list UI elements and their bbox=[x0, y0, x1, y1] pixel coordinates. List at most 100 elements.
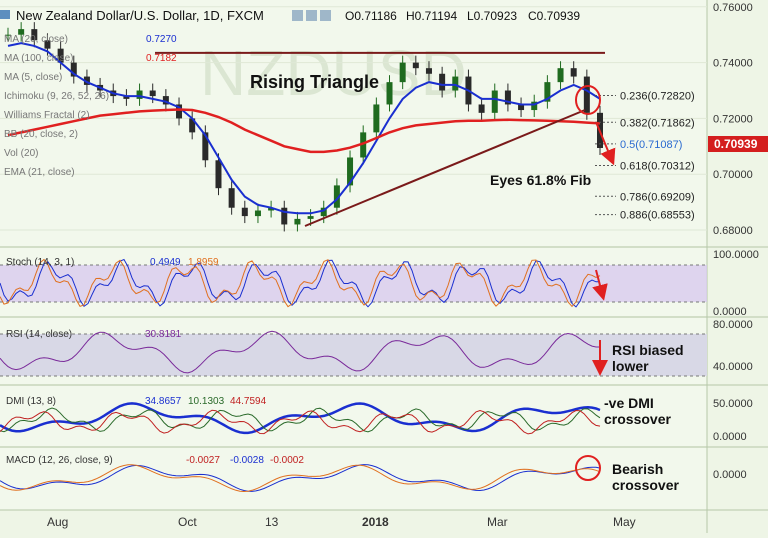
stoch-legend: Stoch (14, 3, 1) bbox=[6, 257, 74, 268]
candle-body bbox=[202, 132, 209, 161]
time-axis-label: Oct bbox=[178, 515, 197, 529]
dmi-minus-line bbox=[0, 409, 601, 435]
indicator-legend-value: 0.7270 bbox=[146, 34, 177, 45]
candle-body bbox=[452, 76, 459, 91]
dmi-axis-top: 50.0000 bbox=[713, 398, 753, 410]
rsi-axis-bottom: 40.0000 bbox=[713, 361, 753, 373]
time-axis-labels: Aug Oct 13 2018 Mar May bbox=[47, 515, 636, 529]
macd-value-2: -0.0028 bbox=[230, 455, 264, 466]
price-axis: 0.76000 0.74000 0.72000 0.70000 0.68000 bbox=[713, 2, 753, 237]
dmi-axis-bottom: 0.0000 bbox=[713, 431, 747, 443]
symbol-title: New Zealand Dollar/U.S. Dollar, 1D, FXCM bbox=[16, 8, 264, 23]
candle-body bbox=[5, 34, 11, 36]
candle-body bbox=[281, 207, 288, 225]
dmi-plus-line bbox=[0, 407, 601, 433]
macd-value-1: -0.0027 bbox=[186, 455, 220, 466]
fib-label: 0.236(0.72820) bbox=[620, 91, 695, 103]
time-axis-label: 2018 bbox=[362, 515, 389, 529]
annotation-pattern: Rising Triangle bbox=[250, 72, 379, 92]
candle-body bbox=[570, 68, 577, 77]
stoch-value-1: 0.4949 bbox=[150, 257, 181, 268]
annotation-rsi-line1: RSI biased bbox=[612, 342, 684, 358]
candle-body bbox=[268, 207, 275, 211]
collapse-button[interactable] bbox=[0, 10, 10, 19]
settings-icon[interactable] bbox=[292, 10, 303, 21]
annotation-fib: Eyes 61.8% Fib bbox=[490, 172, 591, 188]
price-axis-label: 0.72000 bbox=[713, 113, 753, 125]
rsi-axis-top: 80.0000 bbox=[713, 319, 753, 331]
ma20-line bbox=[7, 42, 601, 215]
indicator-layer bbox=[0, 258, 601, 493]
fib-label: 0.786(0.69209) bbox=[620, 191, 695, 203]
candle-body bbox=[57, 48, 64, 63]
candle-body bbox=[136, 90, 143, 99]
arrow-stoch-down bbox=[592, 269, 608, 301]
dmi-value-3: 44.7594 bbox=[230, 396, 267, 407]
candle-body bbox=[176, 104, 183, 119]
candle-body bbox=[83, 76, 90, 85]
ohlc-high: H0.71194 bbox=[406, 9, 457, 23]
candle-body bbox=[399, 62, 406, 83]
watermark-symbol: NZDUSD bbox=[200, 37, 467, 109]
indicator-legend-value: 0.7182 bbox=[146, 53, 177, 64]
candle-body bbox=[31, 29, 38, 41]
candle-body bbox=[307, 216, 314, 219]
candle-body bbox=[531, 101, 538, 111]
highlight-circle-macd bbox=[575, 455, 601, 481]
dmi-pane bbox=[0, 386, 707, 446]
fib-label: 0.618(0.70312) bbox=[620, 161, 695, 173]
arrow-price-down bbox=[595, 121, 616, 166]
price-axis-label: 0.68000 bbox=[713, 225, 753, 237]
fib-label: 0.5(0.71087) bbox=[620, 139, 682, 151]
candle-body bbox=[70, 62, 77, 77]
stoch-band bbox=[0, 265, 707, 302]
candle-body bbox=[254, 210, 261, 217]
stoch-value-2: 1.8959 bbox=[188, 257, 219, 268]
candle-body bbox=[425, 68, 432, 74]
close-icon[interactable] bbox=[320, 10, 331, 21]
header-toolbar[interactable] bbox=[292, 10, 331, 21]
annotation-dmi-line1: -ve DMI bbox=[604, 395, 654, 411]
candle-body bbox=[228, 188, 235, 208]
candle-body bbox=[333, 185, 340, 208]
candle-body bbox=[123, 96, 130, 99]
time-axis-label: Mar bbox=[487, 515, 508, 529]
rsi-band bbox=[0, 334, 707, 376]
macd-legend: MACD (12, 26, close, 9) bbox=[6, 455, 113, 466]
time-axis-label: 13 bbox=[265, 515, 279, 529]
rsi-legend: RSI (14, close) bbox=[6, 329, 72, 340]
add-icon[interactable] bbox=[306, 10, 317, 21]
annotation-macd-line2: crossover bbox=[612, 477, 679, 493]
candle-body bbox=[294, 218, 301, 225]
price-axis-label: 0.70000 bbox=[713, 169, 753, 181]
candle-body bbox=[44, 40, 51, 49]
candle-body bbox=[439, 73, 446, 91]
rsi-value: 30.8181 bbox=[145, 329, 182, 340]
indicator-legend-label: BB (20, close, 2) bbox=[4, 129, 78, 140]
time-axis-label: Aug bbox=[47, 515, 68, 529]
support-trendline bbox=[304, 109, 586, 227]
fib-labels: 0.236(0.72820) 0.382(0.71862) 0.5(0.71087)… bbox=[620, 91, 695, 222]
price-badge-value: 0.70939 bbox=[714, 137, 758, 151]
macd-signal-line bbox=[0, 464, 601, 493]
fib-label: 0.382(0.71862) bbox=[620, 117, 695, 129]
indicator-legends: MA (20, close) 0.7270 MA (100, close) 0.718… bbox=[4, 34, 177, 178]
indicator-legend-label: MA (5, close) bbox=[4, 72, 62, 83]
candle-body bbox=[478, 104, 485, 113]
candle-body bbox=[189, 118, 196, 133]
annotation-rsi-line2: lower bbox=[612, 358, 649, 374]
stoch-k-line bbox=[0, 258, 601, 308]
candle-body bbox=[360, 132, 367, 158]
candle-body bbox=[583, 76, 590, 113]
candle-body bbox=[386, 82, 393, 105]
candle-body bbox=[544, 82, 551, 102]
indicator-legend-label: MA (20, close) bbox=[4, 34, 68, 45]
indicator-legend-label: Williams Fractal (2) bbox=[4, 110, 90, 121]
candle-body bbox=[504, 90, 511, 105]
stoch-axis-top: 100.0000 bbox=[713, 249, 759, 261]
candle-body bbox=[241, 207, 248, 217]
dmi-legend: DMI (13, 8) bbox=[6, 396, 56, 407]
